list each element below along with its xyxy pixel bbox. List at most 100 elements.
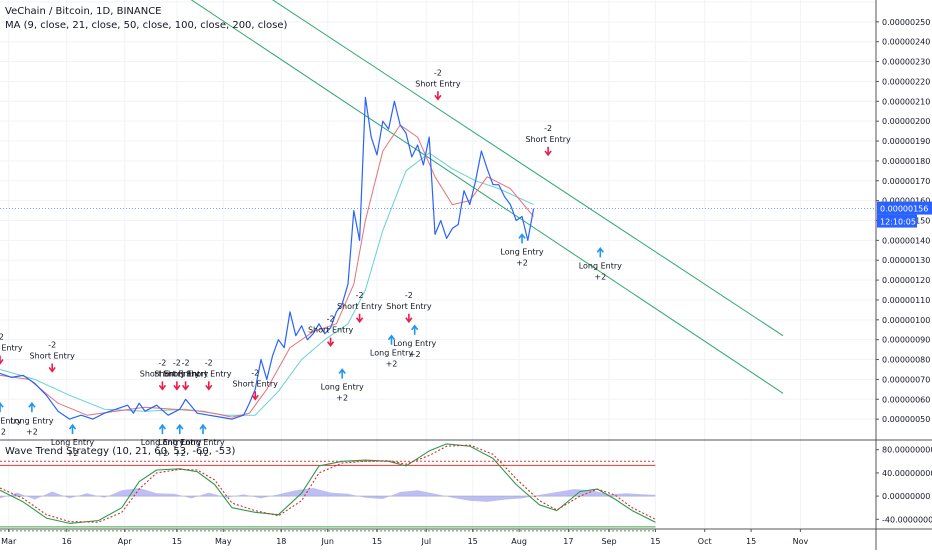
countdown-label: 12:10:05: [880, 218, 916, 227]
y-tick-label: 0.00000090: [882, 336, 930, 345]
x-tick-label: Jul: [420, 537, 431, 546]
x-tick-label: Jun: [320, 537, 334, 546]
x-tick-label: Mar: [1, 537, 17, 546]
x-tick-label: Nov: [793, 537, 809, 546]
short-entry-arrow: [251, 391, 259, 401]
long-entry-label: Long Entry: [141, 438, 184, 447]
x-tick-label: 15: [650, 537, 660, 546]
short-entry-label: Short Entry: [154, 369, 200, 378]
wavetrend-line-1: [0, 443, 656, 524]
short-entry-label: Short Entry: [233, 379, 279, 388]
short-entry-label: Short Entry: [308, 326, 354, 335]
y-tick-label: 0.00000230: [882, 58, 930, 67]
short-entry-arrow: [205, 381, 213, 391]
short-entry-qty: -2: [0, 333, 4, 342]
x-tick-label: 18: [276, 537, 286, 546]
y-tick-label: 0.00000200: [882, 117, 930, 126]
short-entry-label: Short Entry: [337, 302, 383, 311]
channel-line: [190, 0, 784, 394]
x-tick-label: Apr: [118, 537, 133, 546]
short-entry-qty: -2: [327, 315, 335, 324]
long-entry-arrow: [387, 334, 396, 345]
y-tick-label: 0.00000110: [882, 296, 930, 305]
short-entry-label: Short Entry: [525, 135, 571, 144]
long-entry-label: Long Entry: [393, 339, 436, 348]
long-entry-label: Long Entry: [10, 416, 53, 425]
short-entry-label: Short Entry: [415, 79, 461, 88]
ma-slow-line: [0, 152, 534, 416]
long-entry-arrow: [176, 423, 184, 435]
long-entry-label: Long Entry: [321, 382, 364, 391]
short-entry-qty: -2: [544, 124, 552, 133]
y-tick-label: 0.00000060: [882, 395, 930, 404]
price-line: [0, 96, 535, 420]
short-entry-arrow: [158, 381, 167, 391]
long-entry-arrow: [596, 246, 604, 258]
short-entry-qty: -2: [48, 340, 56, 349]
x-tick-label: May: [215, 537, 232, 546]
short-entry-label: Short Entry: [30, 351, 76, 360]
x-tick-label: 15: [172, 537, 182, 546]
short-entry-qty: -2: [356, 291, 364, 300]
y-tick-label: 0.00000190: [882, 137, 930, 146]
y-tick-label: 0.00000160: [882, 197, 930, 206]
y-tick-label: 0.00000080: [882, 356, 930, 365]
osc-tick-label: 0.00000000: [882, 492, 930, 501]
long-entry-arrow: [518, 233, 526, 244]
long-entry-label: Long Entry: [500, 247, 543, 256]
chart-subtitle: MA (9, close, 21, close, 50, close, 100,…: [5, 20, 288, 31]
osc-tick-label: 40.00000000: [882, 469, 932, 478]
short-entry-label: Short Entry: [186, 369, 232, 378]
short-entry-arrow: [434, 91, 442, 101]
long-entry-qty: +2: [174, 449, 186, 458]
long-entry-label: Long Entry: [0, 416, 22, 425]
ma-fast-line: [0, 124, 534, 418]
short-entry-arrow: [181, 381, 190, 391]
wavetrend-line-2: [0, 444, 656, 523]
long-entry-arrow: [68, 423, 77, 435]
y-tick-label: 0.00000170: [882, 177, 930, 186]
channel-line: [271, 0, 784, 337]
short-entry-label: Short Entry: [0, 344, 23, 353]
short-entry-qty: -2: [251, 368, 259, 377]
short-entry-qty: -2: [205, 358, 213, 367]
long-entry-arrow: [158, 423, 167, 435]
x-tick-label: 15: [372, 537, 382, 546]
long-entry-qty: +2: [516, 258, 528, 267]
long-entry-qty: +2: [594, 272, 606, 281]
long-entry-label: Long Entry: [370, 349, 413, 358]
x-tick-label: Aug: [511, 537, 527, 546]
long-entry-label: Long Entry: [181, 438, 224, 447]
x-tick-label: 15: [746, 537, 756, 546]
long-entry-arrow: [0, 401, 4, 413]
y-tick-label: 0.00000210: [882, 97, 930, 106]
short-entry-qty: -2: [173, 358, 181, 367]
y-tick-label: 0.00000120: [882, 276, 930, 285]
short-entry-arrow: [48, 363, 56, 373]
long-entry-label: Long Entry: [51, 438, 94, 447]
short-entry-label: Short Entry: [386, 302, 432, 311]
y-tick-label: 0.00000250: [882, 18, 930, 27]
short-entry-qty: -2: [182, 358, 190, 367]
long-entry-arrow: [28, 401, 36, 413]
y-tick-label: 0.00000240: [882, 38, 930, 47]
long-entry-arrow: [338, 368, 346, 379]
x-tick-label: 17: [563, 537, 573, 546]
long-entry-label: Long Entry: [579, 261, 622, 270]
price-badge: [877, 201, 932, 215]
short-entry-arrow: [544, 146, 552, 157]
long-entry-qty: +2: [197, 449, 209, 458]
short-entry-qty: -2: [405, 291, 413, 300]
x-tick-label: 16: [62, 537, 72, 546]
short-entry-qty: -2: [158, 358, 166, 367]
long-entry-arrow: [199, 423, 207, 435]
long-entry-qty: +2: [26, 427, 38, 436]
countdown-badge: [877, 214, 917, 228]
short-entry-arrow: [405, 313, 413, 324]
short-entry-arrow: [355, 313, 364, 324]
chart-header: VeChain / Bitcoin, 1D, BINANCE MA (9, cl…: [5, 5, 287, 33]
osc-tick-label: 80.00000000: [882, 446, 932, 455]
chart-title: VeChain / Bitcoin, 1D, BINANCE: [5, 6, 162, 17]
